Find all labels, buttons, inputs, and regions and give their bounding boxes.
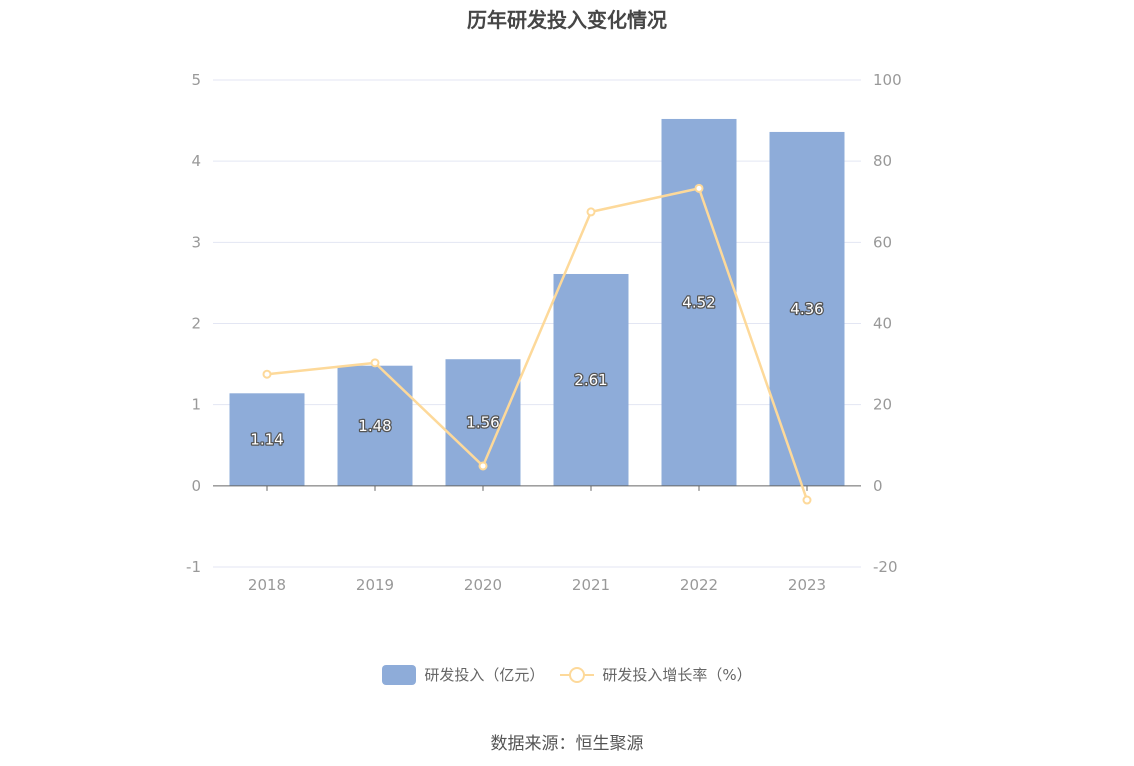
bar-data-label: 1.48: [358, 417, 391, 435]
y-right-tick-label: 40: [873, 315, 892, 333]
legend-item-bar-series[interactable]: 研发投入（亿元）: [382, 664, 544, 685]
legend-line-swatch: [560, 665, 595, 685]
chart-plot: -1 0 1 2 3 4 5 -20 0 20 40 60 80 100 2018 2019 2020 2021 2…: [186, 71, 902, 594]
bar-data-label: 1.56: [466, 414, 499, 432]
legend: 研发投入（亿元） 研发投入增长率（%）: [0, 664, 1134, 685]
y-right-tick-label: -20: [873, 558, 898, 576]
bar-data-label: 4.36: [790, 300, 823, 318]
bar: [661, 118, 737, 486]
bar-data-label: 2.61: [574, 371, 607, 389]
y-right-tick-label: 60: [873, 233, 892, 251]
legend-line-marker: [569, 666, 586, 683]
growth-rate-point: [478, 461, 488, 471]
legend-label-line-series: 研发投入增长率（%）: [602, 666, 752, 684]
data-source-note: 数据来源：恒生聚源: [490, 734, 644, 754]
y-left-tick-label: -1: [186, 558, 201, 576]
y-left-tick-label: 1: [191, 396, 201, 414]
y-right-tick-label: 100: [873, 71, 902, 89]
chart-title: 历年研发投入变化情况: [467, 8, 667, 32]
growth-rate-point: [694, 183, 704, 193]
growth-rate-point: [262, 369, 272, 379]
y-left-tick-label: 4: [191, 152, 201, 170]
bar: [229, 393, 305, 486]
growth-rate-point: [586, 207, 596, 217]
growth-rate-point: [802, 495, 812, 505]
bar-data-label: 1.14: [250, 431, 283, 449]
x-tick-label: 2020: [464, 576, 502, 594]
legend-bar-swatch: [382, 664, 417, 685]
x-tick-label: 2023: [788, 576, 826, 594]
bar-data-label: 4.52: [682, 293, 715, 311]
y-right-tick-label: 80: [873, 152, 892, 170]
y-right-tick-label: 20: [873, 396, 892, 414]
x-tick-label: 2021: [572, 576, 610, 594]
growth-rate-point: [370, 358, 380, 368]
y-left-tick-label: 3: [191, 233, 201, 251]
y-left-tick-label: 0: [191, 477, 201, 495]
bar: [553, 273, 629, 486]
growth-rate-line: [266, 187, 809, 501]
y-left-tick-label: 2: [191, 315, 201, 333]
legend-label-bar-series: 研发投入（亿元）: [424, 666, 545, 684]
x-tick-label: 2019: [356, 576, 394, 594]
y-right-tick-label: 0: [873, 477, 883, 495]
x-tick-label: 2022: [680, 576, 718, 594]
legend-item-line-series[interactable]: 研发投入增长率（%）: [560, 664, 752, 685]
x-tick-label: 2018: [248, 576, 286, 594]
y-left-tick-label: 5: [191, 71, 201, 89]
